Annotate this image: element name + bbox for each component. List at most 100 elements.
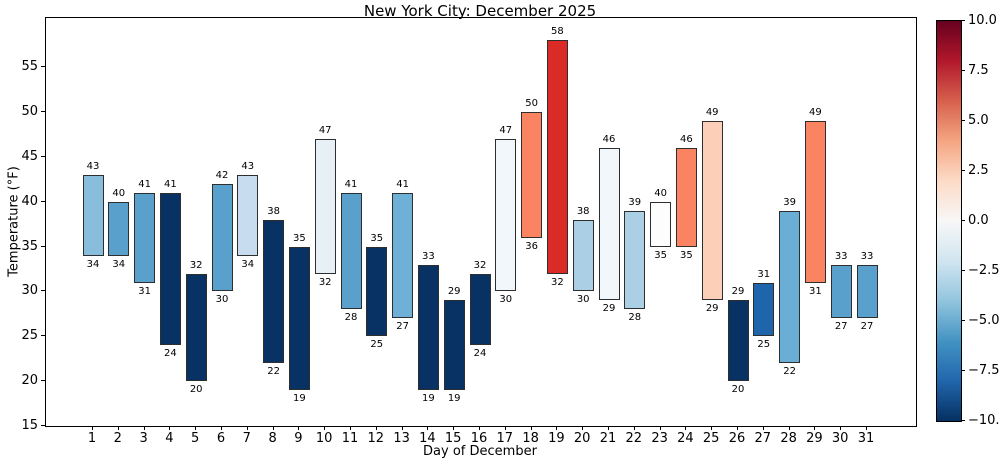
chart-title: New York City: December 2025 [363, 2, 597, 20]
temp-bar [443, 300, 465, 391]
temp-bar [779, 210, 801, 364]
bar-high-label: 49 [809, 107, 822, 119]
x-tick-label: 25 [702, 431, 720, 446]
bar-high-label: 33 [422, 250, 435, 262]
x-tick-mark [659, 426, 661, 430]
colorbar-tick-mark [961, 170, 965, 171]
x-tick-label: 24 [677, 431, 694, 446]
bar-high-label: 32 [189, 259, 203, 271]
bar-high-label: 40 [654, 187, 667, 199]
bar-high-label: 33 [834, 250, 848, 262]
y-tick-mark [41, 66, 45, 68]
bar-high-label: 38 [576, 205, 590, 217]
x-tick-mark [711, 426, 713, 430]
y-tick-label: 35 [21, 238, 38, 254]
temp-bar [495, 139, 517, 292]
colorbar-tick-mark [961, 220, 965, 221]
x-tick-mark [298, 426, 300, 430]
y-tick-label: 25 [21, 328, 38, 344]
bar-low-label: 31 [809, 285, 822, 297]
colorbar-tick-mark [961, 270, 965, 271]
x-tick-label: 14 [419, 431, 436, 446]
bar-low-label: 25 [370, 339, 384, 351]
temp-bar [108, 201, 130, 256]
x-tick-label: 28 [780, 431, 797, 446]
bar-high-label: 58 [551, 26, 564, 38]
colorbar-tick-label: −10.0 [968, 413, 1000, 428]
temp-bar [159, 192, 181, 346]
x-tick-label: 29 [806, 431, 823, 446]
temp-bar [288, 246, 310, 391]
x-tick-label: 2 [113, 431, 122, 446]
x-tick-mark [401, 426, 403, 430]
bar-low-label: 30 [576, 294, 590, 306]
x-tick-mark [840, 426, 842, 430]
x-tick-label: 17 [496, 431, 514, 446]
bar-low-label: 25 [757, 339, 771, 351]
x-tick-mark [556, 426, 558, 430]
x-tick-mark [814, 426, 816, 430]
temp-bar [675, 148, 697, 247]
x-tick-label: 7 [242, 431, 251, 446]
bar-high-label: 47 [499, 125, 513, 137]
y-tick-mark [41, 380, 45, 382]
y-tick-mark [41, 425, 45, 426]
x-tick-mark [633, 426, 635, 430]
y-tick-mark [41, 245, 45, 247]
x-tick-mark [479, 426, 480, 430]
bar-high-label: 41 [396, 178, 409, 190]
colorbar-tick-mark [961, 320, 965, 321]
bar-high-label: 47 [318, 125, 332, 137]
colorbar-tick-label: 10.0 [968, 13, 997, 28]
colorbar-tick-mark [961, 420, 965, 421]
temp-bar [469, 273, 491, 346]
bar-low-label: 28 [344, 312, 358, 324]
bar-low-label: 34 [241, 258, 255, 270]
x-tick-mark [246, 426, 248, 430]
bar-high-label: 46 [680, 134, 693, 146]
colorbar-tick-label: −5.0 [968, 313, 1000, 328]
x-tick-mark [117, 426, 119, 430]
temp-bar [366, 246, 388, 337]
bar-low-label: 34 [86, 258, 100, 270]
bar-low-label: 22 [267, 366, 280, 378]
x-tick-mark [92, 426, 93, 430]
bar-high-label: 42 [215, 169, 229, 181]
temp-bar [753, 282, 775, 337]
temp-bar [314, 139, 336, 274]
x-tick-mark [195, 426, 197, 430]
x-tick-label: 4 [165, 431, 174, 446]
temp-bar [392, 192, 414, 319]
colorbar-tick-mark [961, 20, 965, 21]
bar-low-label: 34 [112, 258, 126, 270]
temp-bar [598, 148, 620, 301]
x-tick-label: 1 [87, 431, 97, 446]
bar-high-label: 39 [628, 196, 642, 208]
bar-high-label: 50 [525, 98, 538, 110]
x-tick-label: 13 [393, 431, 410, 446]
temp-bar [546, 40, 568, 274]
bar-low-label: 32 [551, 276, 564, 288]
x-tick-label: 30 [831, 431, 849, 446]
colorbar-tick-label: −2.5 [968, 263, 1000, 278]
y-tick-label: 50 [21, 104, 38, 120]
bar-low-label: 20 [731, 384, 745, 396]
x-tick-mark [530, 426, 532, 430]
bar-low-label: 31 [138, 285, 151, 297]
temp-bar [830, 264, 852, 319]
bar-low-label: 29 [705, 303, 719, 315]
bar-high-label: 29 [447, 286, 461, 298]
bar-high-label: 43 [241, 160, 255, 172]
x-tick-label: 10 [315, 431, 333, 446]
bar-high-label: 31 [757, 268, 771, 280]
bar-high-label: 41 [164, 178, 177, 190]
bar-high-label: 38 [267, 205, 280, 217]
x-tick-label: 16 [470, 431, 488, 446]
colorbar-tick-mark [961, 120, 965, 121]
bar-low-label: 24 [473, 348, 487, 360]
bar-low-label: 29 [602, 303, 616, 315]
bar-high-label: 41 [138, 178, 151, 190]
x-tick-label: 26 [728, 431, 746, 446]
bar-low-label: 19 [447, 393, 461, 405]
bar-high-label: 41 [344, 178, 358, 190]
